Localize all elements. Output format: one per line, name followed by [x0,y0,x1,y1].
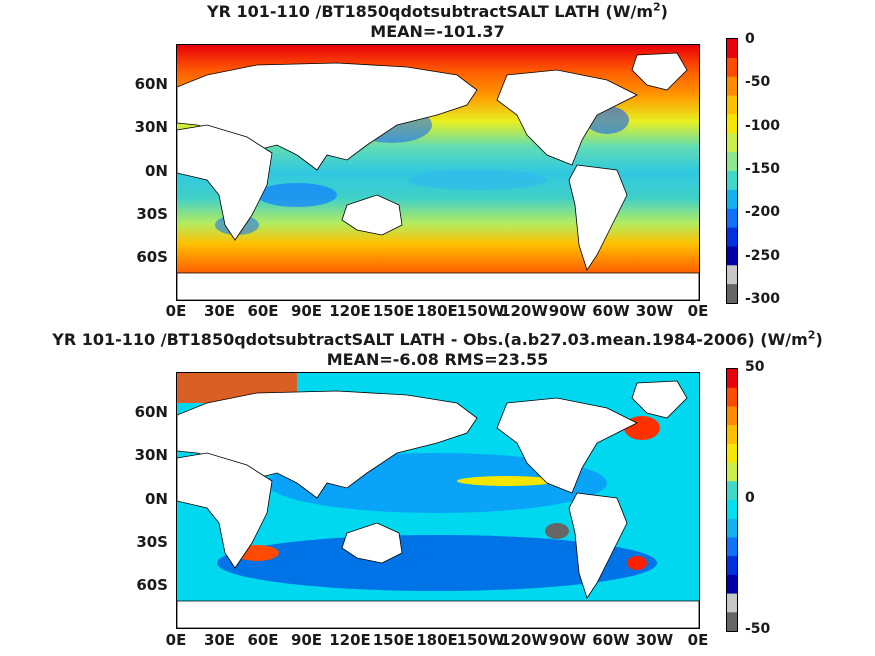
top-lon-tick: 0E [687,302,709,320]
bottom-colorbar-tick: -50 [745,621,771,637]
top-map-title-text: YR 101-110 /BT1850qdotsubtractSALT LATH … [207,2,653,21]
colorbar-swatch [727,425,737,445]
bottom-colorbar-tick: 50 [745,359,765,375]
top-colorbar-tick: -100 [745,117,781,134]
colorbar-swatch [727,537,737,557]
colorbar-swatch [727,208,737,229]
bottom-lon-tick: 0E [165,631,187,649]
top-map-mean: MEAN=-101.37 [370,22,505,41]
colorbar-swatch [727,481,737,501]
top-colorbar-tick: -300 [745,291,781,307]
bottom-lon-tick: 30W [635,631,674,649]
bottom-lon-tick: 120W [500,631,548,649]
bottom-map-stats: MEAN=-6.08 RMS=23.55 [326,350,549,369]
colorbar-swatch [727,39,737,59]
colorbar-swatch [727,152,737,172]
bottom-map-title-sup: 2 [807,328,816,342]
colorbar-swatch [727,518,737,538]
bottom-lon-tick: 60E [247,631,279,649]
top-lon-tick: 60W [592,302,630,320]
top-colorbar-tick: -50 [745,74,771,91]
colorbar-swatch [727,265,737,285]
top-lon-tick: 90E [290,302,323,320]
top-lon-tick: 120E [329,302,371,320]
bottom-lat-60n: 60N [134,403,168,421]
colorbar-swatch [727,574,737,595]
top-lon-tick: 90W [548,302,587,320]
colorbar-swatch [727,443,737,464]
bottom-lon-tick: 120E [329,631,371,649]
bottom-map-plot [176,372,700,629]
bottom-map-title-text: YR 101-110 /BT1850qdotsubtractSALT LATH … [52,330,808,349]
colorbar-swatch [727,556,737,576]
colorbar-swatch [727,57,737,78]
colorbar-swatch [727,387,737,407]
bottom-lon-tick: 0E [687,631,709,649]
bottom-lon-tick: 90W [548,631,587,649]
top-map-title-sup: 2 [653,0,661,14]
top-map-title-tail: ) [660,2,668,21]
colorbar-swatch [727,369,737,389]
colorbar-swatch [727,593,737,613]
top-map-plot [176,44,700,301]
bottom-lon-tick: 90E [290,631,323,649]
top-lon-tick: 30E [203,302,236,320]
bottom-lat-60s: 60S [136,576,168,594]
top-lat-0n: 0N [145,162,168,180]
top-lon-tick: 0E [165,302,187,320]
bottom-lon-tick: 60W [592,631,630,649]
top-colorbar-tick: -200 [745,204,781,221]
bottom-lat-30s: 30S [136,533,168,551]
bottom-lon-tick: 30E [203,631,236,649]
colorbar-swatch [727,406,737,426]
top-lon-tick: 180E [416,302,458,320]
colorbar-swatch [727,189,737,210]
colorbar-swatch [727,95,737,115]
colorbar-swatch [727,76,737,97]
top-lon-tick: 150E [372,302,415,320]
top-lon-tick: 60E [247,302,279,320]
top-lon-tick: 30W [635,302,674,320]
colorbar-swatch [727,114,737,134]
bottom-lon-tick: 150W [456,631,505,649]
bottom-lon-tick: 180E [416,631,458,649]
bottom-lon-tick: 150E [372,631,415,649]
bottom-colorbar [726,368,738,632]
top-lon-tick: 150W [456,302,505,320]
bottom-colorbar-tick: 0 [745,490,755,506]
colorbar-swatch [727,462,737,482]
colorbar-swatch [727,171,737,191]
top-lat-30s: 30S [136,205,168,223]
bottom-lat-0n: 0N [145,490,168,508]
top-lat-60s: 60S [136,248,168,266]
colorbar-swatch [727,246,737,266]
bottom-lat-30n: 30N [134,446,168,464]
top-lon-tick: 120W [500,302,548,320]
top-lat-60n: 60N [134,75,168,93]
colorbar-swatch [727,133,737,153]
colorbar-swatch [727,284,737,303]
colorbar-swatch [727,500,737,520]
bottom-map-title: YR 101-110 /BT1850qdotsubtractSALT LATH … [0,330,875,350]
top-colorbar-tick: 0 [745,31,755,47]
top-colorbar-tick: -150 [745,161,781,177]
top-colorbar [726,38,738,304]
top-colorbar-tick: -250 [745,247,781,264]
top-lat-30n: 30N [134,118,168,136]
colorbar-swatch [727,227,737,247]
colorbar-swatch [727,612,737,631]
top-map-title: YR 101-110 /BT1850qdotsubtractSALT LATH … [0,2,875,22]
bottom-map-title-tail: ) [815,330,823,349]
